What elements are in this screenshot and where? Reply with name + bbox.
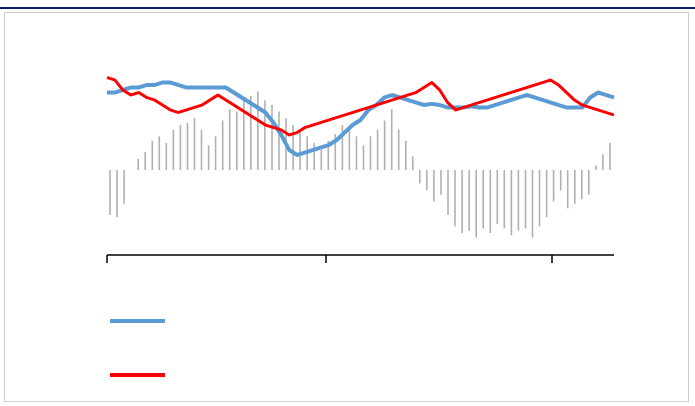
- series-line-1: [107, 80, 615, 157]
- x-axis: [106, 254, 614, 263]
- lines-layer: [106, 76, 615, 157]
- series-line-2: [106, 76, 615, 137]
- top-rule: [0, 7, 695, 9]
- chart-panel: [4, 12, 689, 402]
- bars-layer: [109, 91, 611, 238]
- legend: [110, 319, 165, 377]
